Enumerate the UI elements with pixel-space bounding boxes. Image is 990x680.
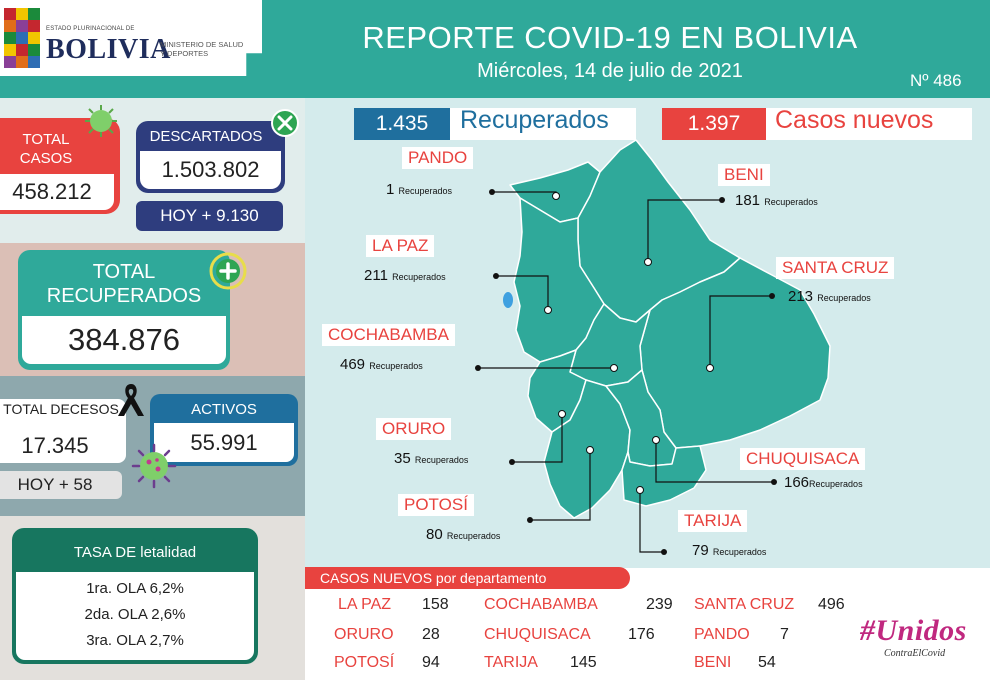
total-casos-value-card — [0, 174, 114, 210]
casos-dept-name: LA PAZ — [338, 596, 392, 613]
total-decesos-card — [0, 399, 126, 463]
casos-dept-name: PANDO — [694, 626, 750, 643]
virus-icon — [85, 105, 117, 137]
dept-label-beni: BENI — [718, 164, 770, 186]
dept-recuperados-oruro: 35 Recuperados — [394, 450, 469, 467]
logo-small-text: ESTADO PLURINACIONAL DE — [46, 26, 135, 32]
casos-dept-name: BENI — [694, 654, 732, 671]
casos-nuevos-summary-label: Casos nuevos — [775, 106, 934, 134]
plus-circle-icon — [209, 252, 247, 290]
casos-dept-value: 145 — [570, 654, 597, 671]
recuperados-summary-label: Recuperados — [460, 106, 609, 134]
dept-recuperados-lapaz: 211 Recuperados — [364, 267, 446, 284]
letalidad-item: 2da. OLA 2,6% — [84, 606, 186, 623]
total-recuperados-value-card — [22, 316, 226, 364]
dept-label-chuquisaca: CHUQUISACA — [740, 448, 866, 470]
casos-dept-name: SANTA CRUZ — [694, 596, 795, 613]
dept-recuperados-santacruz: 213 Recuperados — [788, 288, 871, 305]
dept-recuperados-cochabamba: 469 Recuperados — [340, 356, 423, 373]
casos-dept-name: COCHABAMBA — [484, 596, 598, 613]
casos-dept-value: 176 — [628, 626, 655, 643]
dept-label-tarija: TARIJA — [678, 510, 748, 532]
total-casos-label: TOTAL CASOS — [19, 131, 73, 167]
dept-label-oruro: ORURO — [376, 418, 452, 440]
casos-dept-value: 158 — [422, 596, 449, 613]
total-casos-value: 458.212 — [12, 179, 92, 204]
dept-label-santacruz: SANTA CRUZ — [776, 257, 895, 279]
recuperados-summary-value: 1.435 — [354, 108, 450, 140]
dept-label-potosi: POTOSÍ — [398, 494, 474, 516]
dept-label-cochabamba: COCHABAMBA — [322, 324, 455, 346]
descartados-hoy-card — [136, 201, 283, 231]
dept-recuperados-pando: 1 Recuperados — [386, 181, 453, 198]
bolivia-flag-mosaic-icon — [4, 8, 40, 68]
letalidad-item: 1ra. OLA 6,2% — [86, 580, 184, 597]
casos-nuevos-title-bar — [305, 567, 630, 589]
campaign-logo-sub: ContraElCovid — [884, 648, 946, 659]
descartados-hoy: HOY + 9.130 — [160, 206, 259, 225]
mourning-ribbon-icon — [118, 384, 144, 416]
descartados-value-card — [140, 151, 281, 189]
letalidad-title: TASA DE letalidad — [73, 544, 197, 561]
dept-recuperados-tarija: 79 Recuperados — [692, 542, 767, 559]
total-decesos-label: TOTAL DECESOS — [3, 401, 119, 417]
casos-nuevos-title: CASOS NUEVOS por departamento — [320, 570, 547, 586]
casos-dept-value: 54 — [758, 654, 776, 671]
casos-dept-value: 7 — [780, 626, 789, 643]
total-recuperados-label: TOTAL RECUPERADOS — [46, 261, 202, 307]
activos-label: ACTIVOS — [191, 401, 257, 418]
letalidad-list-card — [16, 572, 254, 660]
bolivia-map — [475, 139, 831, 555]
lake-titicaca-icon — [503, 292, 513, 308]
dept-recuperados-beni: 181 Recuperados — [735, 192, 818, 209]
close-circle-icon — [271, 109, 299, 137]
casos-dept-value: 239 — [646, 596, 673, 613]
dept-recuperados-potosi: 80 Recuperados — [426, 526, 501, 543]
descartados-value: 1.503.802 — [161, 157, 260, 182]
total-recuperados-value: 384.876 — [67, 322, 181, 357]
logo-panel — [0, 0, 262, 76]
casos-dept-name: CHUQUISACA — [484, 626, 591, 643]
letalidad-item: 3ra. OLA 2,7% — [86, 632, 184, 649]
descartados-label: DESCARTADOS — [149, 128, 263, 145]
casos-dept-name: POTOSÍ — [334, 654, 395, 671]
decesos-hoy: HOY + 58 — [17, 475, 93, 494]
report-date: Miércoles, 14 de julio de 2021 — [477, 60, 743, 82]
total-decesos-value: 17.345 — [21, 433, 89, 458]
report-title: REPORTE COVID-19 EN BOLIVIA — [362, 20, 858, 55]
casos-nuevos-summary-value: 1.397 — [662, 108, 766, 140]
campaign-logo-main: #Unidos — [860, 614, 967, 647]
logo-ministry-text: MINISTERIO DE SALUD Y DEPORTES — [160, 40, 244, 58]
activos-value: 55.991 — [190, 430, 258, 455]
dept-label-pando: PANDO — [402, 147, 474, 169]
report-number: Nº 486 — [910, 71, 962, 90]
casos-dept-value: 496 — [818, 596, 845, 613]
casos-dept-value: 94 — [422, 654, 440, 671]
activos-value-card — [154, 423, 294, 462]
casos-dept-name: TARIJA — [484, 654, 538, 671]
casos-dept-value: 28 — [422, 626, 440, 643]
dept-label-lapaz: LA PAZ — [366, 235, 435, 257]
virus-active-icon — [131, 443, 177, 489]
decesos-hoy-card — [0, 471, 122, 499]
casos-dept-name: ORURO — [334, 626, 394, 643]
logo-bolivia-text: BOLIVIA — [46, 34, 171, 65]
dept-recuperados-chuquisaca: 166Recuperados — [784, 474, 863, 491]
